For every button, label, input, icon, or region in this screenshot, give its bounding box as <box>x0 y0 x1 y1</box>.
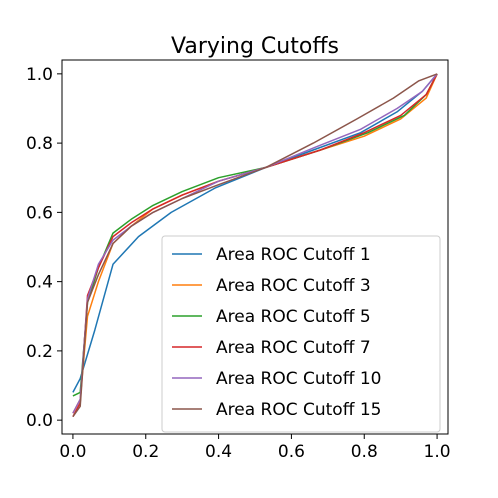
x-tick-label: 0.4 <box>205 442 232 462</box>
y-tick-label: 1.0 <box>26 65 53 85</box>
chart-title: Varying Cutoffs <box>171 34 339 59</box>
y-tick-label: 0.0 <box>26 411 53 431</box>
legend-label: Area ROC Cutoff 7 <box>216 338 371 358</box>
x-axis: 0.0 0.2 0.4 0.6 0.8 1.0 <box>59 434 451 462</box>
series-line-5 <box>72 73 438 418</box>
series-line-0 <box>72 73 438 393</box>
legend: Area ROC Cutoff 1 Area ROC Cutoff 3 Area R… <box>161 235 441 433</box>
x-tick-label: 0.8 <box>351 442 378 462</box>
series-line-2 <box>72 73 438 397</box>
legend-box <box>161 235 441 433</box>
legend-label: Area ROC Cutoff 3 <box>216 276 371 296</box>
y-axis: 0.0 0.2 0.4 0.6 0.8 1.0 <box>26 65 62 431</box>
y-tick-label: 0.8 <box>26 134 53 154</box>
legend-label: Area ROC Cutoff 1 <box>216 245 371 265</box>
y-tick-label: 0.2 <box>26 342 53 362</box>
legend-label: Area ROC Cutoff 5 <box>216 307 371 327</box>
x-tick-label: 0.2 <box>132 442 159 462</box>
plot-frame <box>61 59 449 435</box>
legend-label: Area ROC Cutoff 15 <box>216 400 381 420</box>
legend-label: Area ROC Cutoff 10 <box>216 369 381 389</box>
x-tick-label: 1.0 <box>424 442 451 462</box>
x-tick-label: 0.0 <box>59 442 86 462</box>
plot-area <box>72 73 438 418</box>
y-tick-label: 0.4 <box>26 273 53 293</box>
x-tick-label: 0.6 <box>278 442 305 462</box>
y-tick-label: 0.6 <box>26 203 53 223</box>
